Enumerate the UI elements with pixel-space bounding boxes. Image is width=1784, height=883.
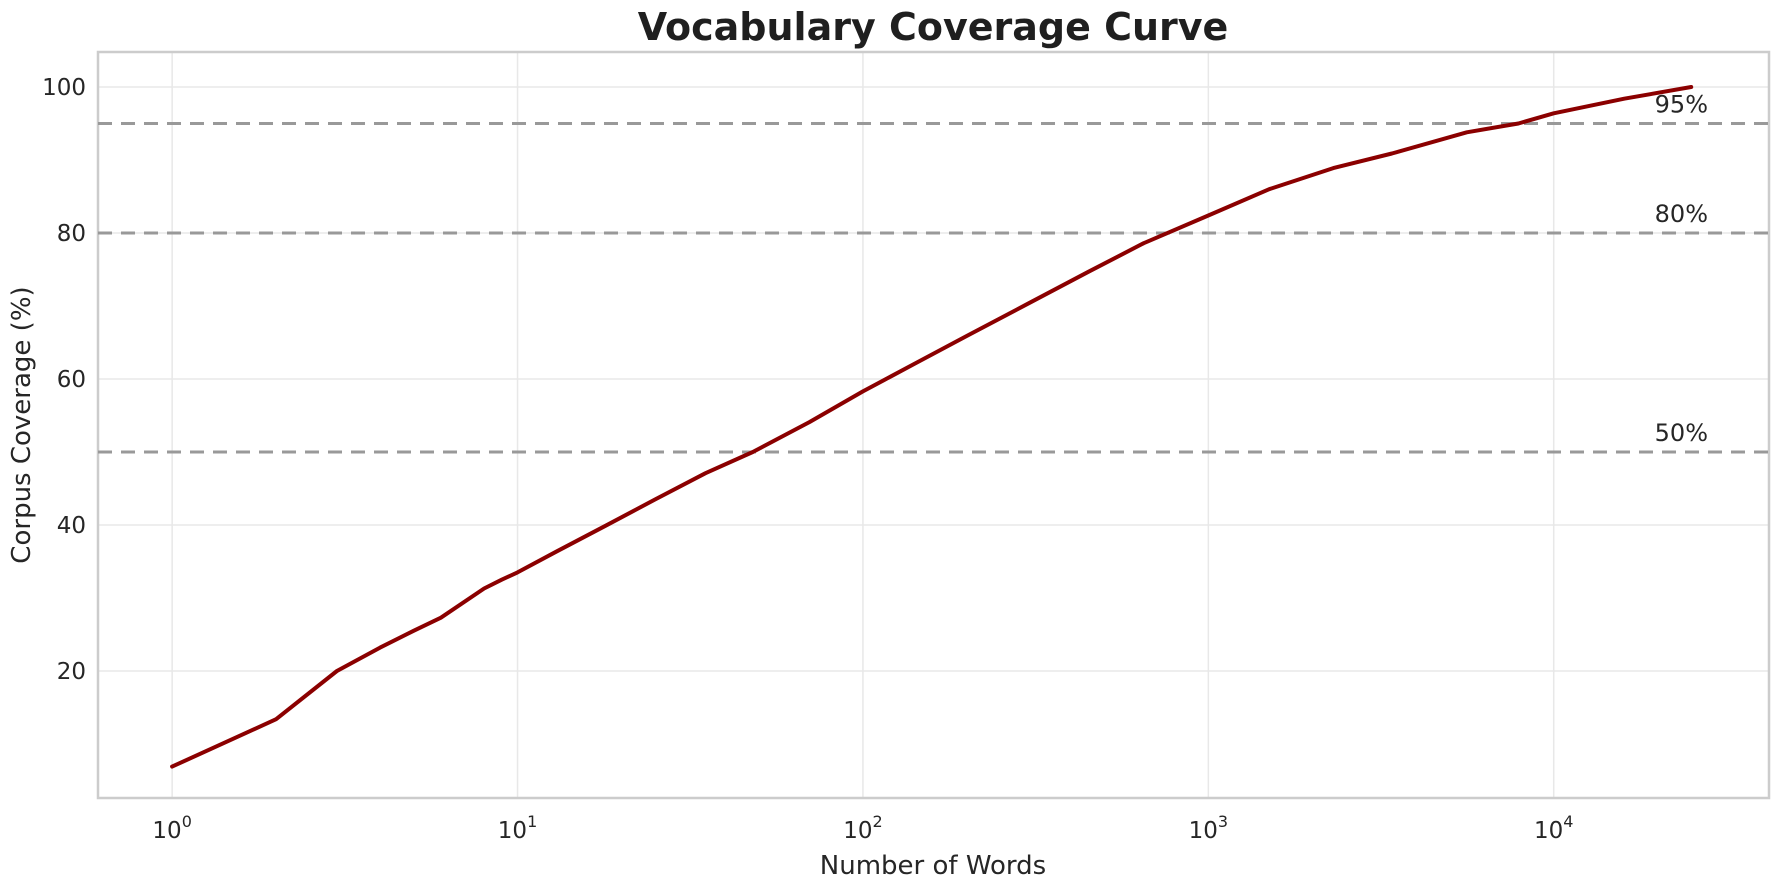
grid-lines — [98, 52, 1769, 798]
y-tick-label: 60 — [57, 367, 86, 393]
y-tick-label: 80 — [57, 221, 86, 247]
threshold-label: 80% — [1655, 200, 1708, 228]
y-axis-label: Corpus Coverage (%) — [7, 286, 37, 563]
plot-border — [96, 50, 1771, 800]
y-tick-label: 20 — [57, 659, 86, 685]
threshold-label: 50% — [1655, 419, 1708, 447]
x-tick-label: 102 — [843, 812, 882, 844]
y-tick-label: 100 — [42, 75, 86, 101]
axis-ticks: 20 40 60 80 100 100 101 102 103 104 — [42, 75, 1573, 844]
threshold-label: 95% — [1655, 91, 1708, 119]
x-tick-label: 100 — [152, 812, 191, 844]
x-tick-label: 103 — [1189, 812, 1228, 844]
coverage-curve-line — [170, 85, 1694, 769]
x-tick-label: 101 — [498, 812, 537, 844]
threshold-lines: 50% 80% 95% — [98, 91, 1769, 454]
coverage-curve — [170, 85, 1694, 769]
x-axis-label: Number of Words — [820, 851, 1046, 881]
x-tick-label: 104 — [1534, 812, 1573, 844]
chart-title: Vocabulary Coverage Curve — [638, 5, 1229, 49]
y-tick-label: 40 — [57, 513, 86, 539]
